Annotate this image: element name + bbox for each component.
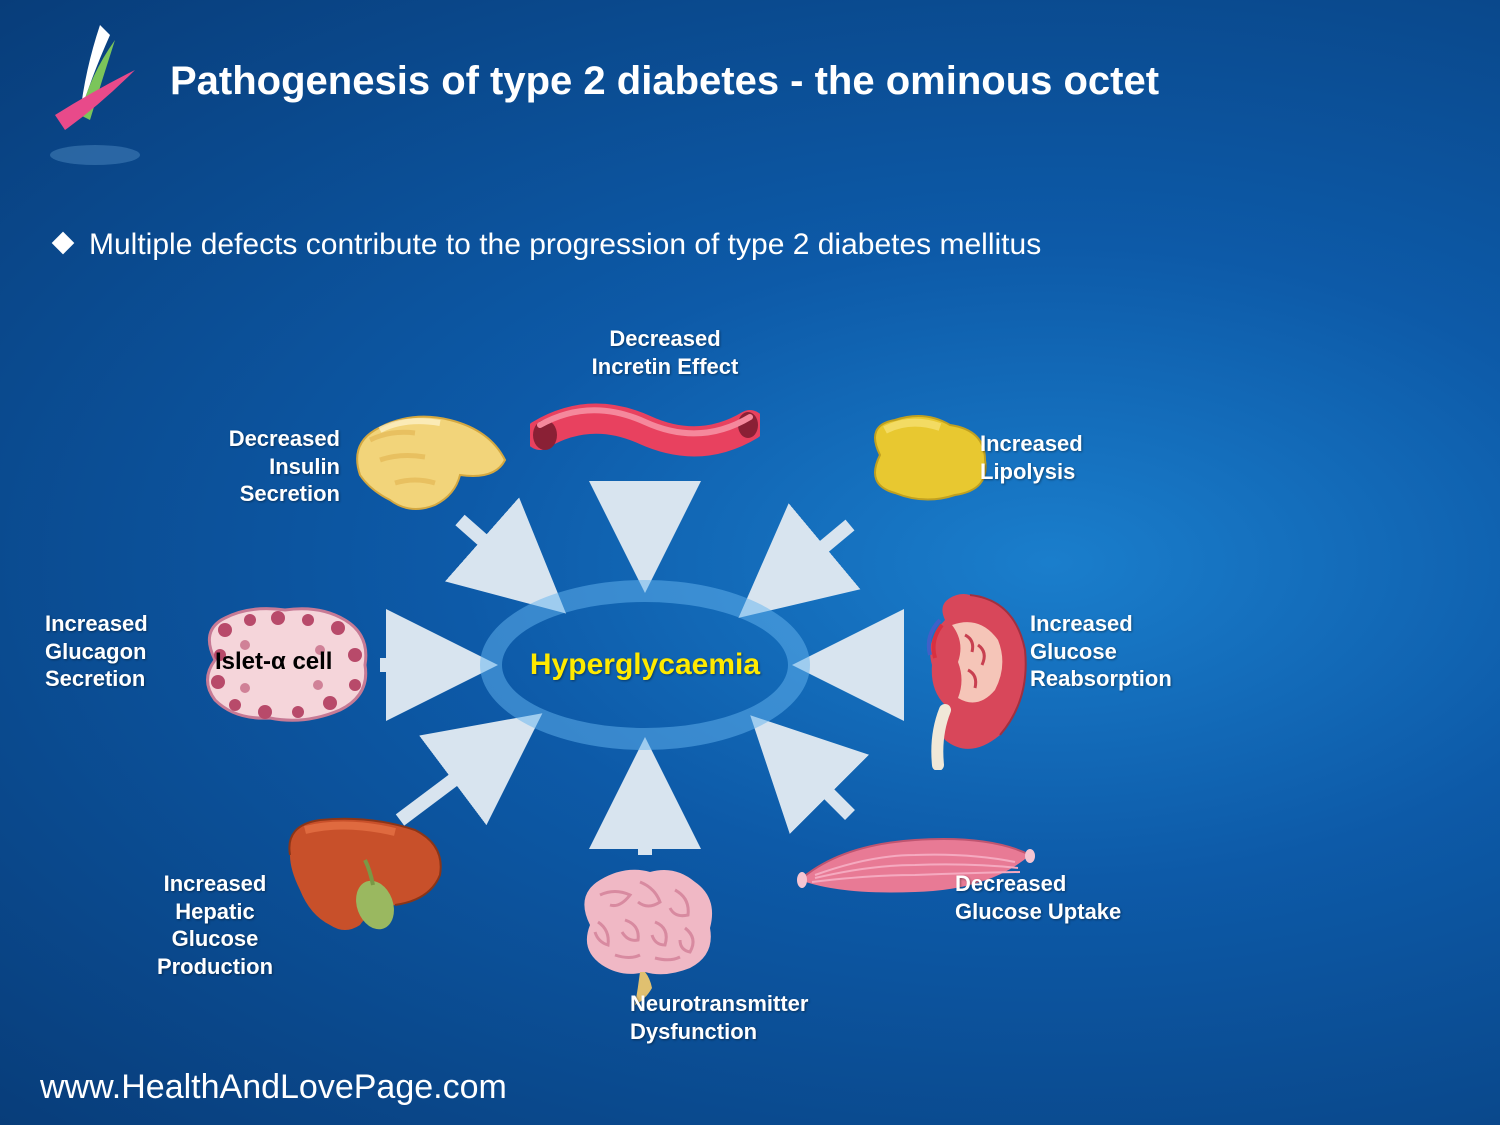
subtitle-text: Multiple defects contribute to the progr… <box>89 225 1041 266</box>
arrow-uptake <box>770 735 850 815</box>
liver-icon <box>275 810 455 945</box>
label-neuro: NeurotransmitterDysfunction <box>630 990 808 1045</box>
kidney-icon <box>890 580 1040 775</box>
arrow-lipolysis <box>760 525 850 600</box>
center-label: Hyperglycaemia <box>530 648 760 682</box>
bullet-diamond-icon <box>52 232 75 255</box>
vessel-icon <box>530 400 760 475</box>
fat-cell-icon <box>850 405 1000 520</box>
octet-diagram: Hyperglycaemia <box>0 310 1500 1090</box>
pancreas-icon <box>340 405 520 530</box>
subtitle-row: Multiple defects contribute to the progr… <box>55 225 1440 266</box>
page-title: Pathogenesis of type 2 diabetes - the om… <box>170 55 1440 107</box>
label-insulin: DecreasedInsulinSecretion <box>190 425 340 508</box>
label-incretin: DecreasedIncretin Effect <box>550 325 780 380</box>
arrow-insulin <box>460 520 545 595</box>
label-uptake: DecreasedGlucose Uptake <box>955 870 1121 925</box>
label-hepatic: IncreasedHepaticGlucoseProduction <box>135 870 295 980</box>
watermark-url: www.HealthAndLovePage.com <box>40 1068 507 1107</box>
label-lipolysis: IncreasedLipolysis <box>980 430 1083 485</box>
center-hub: Hyperglycaemia <box>480 580 810 750</box>
islet-label: Islet-α cell <box>215 648 332 676</box>
label-glucagon: IncreasedGlucagonSecretion <box>45 610 148 693</box>
logo-swoosh <box>40 20 160 180</box>
arrow-hepatic <box>400 730 520 820</box>
label-reabsorption: IncreasedGlucoseReabsorption <box>1030 610 1172 693</box>
